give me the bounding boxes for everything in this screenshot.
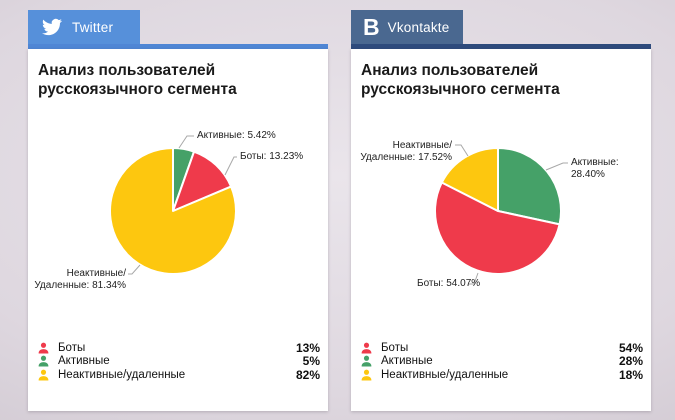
legend-label: Активные bbox=[58, 355, 110, 368]
callout-active: Активные: 5.42% bbox=[197, 130, 276, 141]
legend-label: Неактивные/удаленные bbox=[58, 368, 186, 381]
legend-row-active: Активные 5% bbox=[38, 354, 320, 369]
callout-inactive: Неактивные/ Удаленные: 81.34% bbox=[34, 268, 126, 291]
pie-slice bbox=[434, 181, 561, 275]
leader-lines bbox=[455, 144, 568, 285]
card-title: Анализ пользователей русскоязычного сегм… bbox=[38, 62, 237, 98]
vkontakte-tab[interactable]: B Vkontakte bbox=[351, 10, 464, 44]
twitter-pie-chart bbox=[108, 135, 237, 275]
vkontakte-card: Анализ пользователей русскоязычного сегм… bbox=[351, 49, 651, 411]
legend-row-inactive: Неактивные/удаленные 82% bbox=[38, 368, 320, 382]
legend-value: 54% bbox=[618, 340, 643, 355]
legend-row-active: Активные 28% bbox=[361, 354, 643, 369]
card-title: Анализ пользователей русскоязычного сегм… bbox=[361, 62, 560, 98]
pie-slice bbox=[108, 147, 237, 275]
user-icon bbox=[361, 355, 372, 367]
user-icon bbox=[361, 342, 372, 354]
legend-value: 5% bbox=[302, 354, 320, 369]
legend-row-bots: Боты 13% bbox=[38, 341, 320, 355]
vkontakte-tab-label: Vkontakte bbox=[387, 19, 450, 35]
pie-slice bbox=[497, 147, 563, 226]
legend: Боты 54% Активные 28% Неактивные/удаленн… bbox=[361, 341, 643, 382]
legend-label: Активные bbox=[381, 355, 433, 368]
card-accent-strip bbox=[351, 44, 651, 49]
user-icon bbox=[38, 369, 49, 381]
vkontakte-panel: B Vkontakte Анализ пользователей русскоя… bbox=[351, 10, 651, 411]
legend-row-inactive: Неактивные/удаленные 18% bbox=[361, 368, 643, 382]
callout-bots: Боты: 54.07% bbox=[417, 278, 481, 289]
legend-value: 28% bbox=[618, 354, 643, 369]
legend-value: 18% bbox=[618, 367, 643, 382]
legend-row-bots: Боты 54% bbox=[361, 341, 643, 355]
vkontakte-pie-chart bbox=[434, 144, 568, 285]
user-icon bbox=[38, 355, 49, 367]
twitter-bird-icon bbox=[42, 18, 62, 36]
callout-inactive: Неактивные/ Удаленные: 17.52% bbox=[360, 140, 452, 163]
twitter-card: Анализ пользователей русскоязычного сегм… bbox=[28, 49, 328, 411]
legend-label: Боты bbox=[58, 341, 86, 354]
callout-bots: Боты: 13.23% bbox=[240, 151, 304, 162]
leader-lines bbox=[128, 135, 237, 275]
legend-value: 82% bbox=[295, 367, 320, 382]
legend-label: Боты bbox=[381, 341, 409, 354]
user-icon bbox=[361, 369, 372, 381]
twitter-tab-label: Twitter bbox=[72, 19, 114, 35]
legend-value: 13% bbox=[295, 340, 320, 355]
twitter-panel: Twitter Анализ пользователей русскоязычн… bbox=[28, 10, 328, 411]
vk-logo-icon: B bbox=[363, 13, 380, 40]
legend-label: Неактивные/удаленные bbox=[381, 368, 509, 381]
pie-slice bbox=[440, 147, 499, 212]
twitter-tab[interactable]: Twitter bbox=[28, 10, 140, 44]
user-icon bbox=[38, 342, 49, 354]
card-accent-strip bbox=[28, 44, 328, 49]
legend: Боты 13% Активные 5% Неактивные/удаленны… bbox=[38, 341, 320, 382]
callout-active: Активные: 28.40% bbox=[571, 157, 619, 180]
